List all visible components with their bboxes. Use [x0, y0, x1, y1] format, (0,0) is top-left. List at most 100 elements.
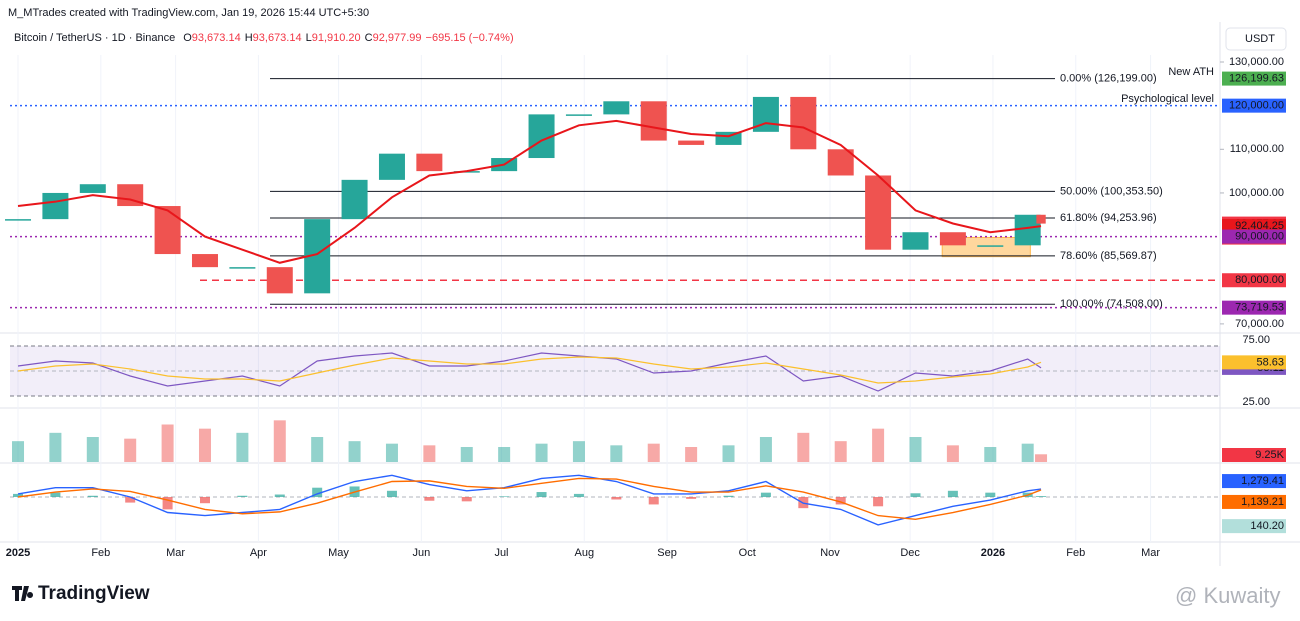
- histogram-bar: [873, 497, 884, 507]
- badge: [1222, 474, 1286, 489]
- candle: [902, 232, 929, 250]
- volume-bar: [49, 432, 62, 462]
- x-tick-label: 2025: [6, 547, 30, 559]
- histogram-bar: [50, 492, 61, 498]
- badge: [1222, 494, 1286, 509]
- ohlc-key: C: [365, 32, 373, 44]
- volume-bar: [12, 441, 25, 462]
- x-tick-label: Oct: [739, 547, 756, 559]
- symbol-line: Bitcoin / TetherUS · 1D · Binance O93,673…: [14, 32, 514, 44]
- volume-bar: [984, 447, 997, 462]
- volume-bar: [161, 424, 174, 462]
- candle: [603, 101, 630, 115]
- volume-bar: [610, 445, 623, 462]
- ohlc-key: H: [245, 32, 253, 44]
- volume-bar: [722, 445, 735, 462]
- histogram-bar: [274, 494, 285, 498]
- volume-bar: [348, 441, 361, 462]
- y-tick-label: 75.00: [1242, 334, 1270, 346]
- volume-bar: [872, 428, 885, 462]
- histogram-bar: [125, 497, 136, 503]
- histogram-bar: [1036, 496, 1047, 498]
- macd-badge: 1,139.21: [1241, 496, 1284, 508]
- x-tick-label: Sep: [657, 547, 677, 559]
- volume-bar: [834, 441, 847, 462]
- candle: [977, 245, 1004, 247]
- fib-label: 50.00% (100,353.50): [1060, 185, 1163, 197]
- histogram-bar: [910, 493, 921, 498]
- badge: [1222, 71, 1286, 86]
- logo: [12, 586, 34, 601]
- volume-bar: [385, 443, 398, 462]
- x-tick-label: Aug: [574, 547, 594, 559]
- candle: [266, 267, 293, 294]
- volume-bar: [86, 437, 99, 462]
- annotation: Psychological level: [1121, 93, 1214, 105]
- macd-line: [17, 474, 1042, 526]
- candle: [640, 101, 667, 141]
- candle: [1014, 214, 1041, 246]
- badge: [1222, 448, 1286, 462]
- histogram-bar: [87, 495, 98, 498]
- volume-bar: [572, 441, 585, 462]
- candle: [678, 140, 705, 145]
- change: −695.15 (−0.74%): [426, 32, 514, 44]
- x-tick-label: Mar: [166, 547, 185, 559]
- volume-badge: 9.25K: [1255, 449, 1284, 461]
- histogram-bar: [312, 487, 323, 498]
- currency-button[interactable]: [1225, 27, 1287, 51]
- y-tick-label: 100,000.00: [1229, 187, 1284, 199]
- brand: TradingView: [38, 583, 150, 604]
- histogram-bar: [13, 493, 24, 498]
- volume-bar: [498, 447, 511, 462]
- candle: [154, 206, 181, 255]
- volume-bar: [423, 445, 436, 462]
- currency[interactable]: USDT: [1245, 33, 1275, 45]
- x-tick-label: Jul: [494, 547, 508, 559]
- candle: [790, 96, 817, 150]
- badge: [1222, 300, 1286, 315]
- y-tick-label: 110,000.00: [1230, 143, 1284, 155]
- candle: [229, 267, 256, 269]
- histogram-bar: [648, 497, 659, 505]
- volume-bar: [311, 437, 324, 462]
- price-badge-label: 92,404.25: [1235, 220, 1284, 232]
- rsi-badge: 58.63: [1256, 356, 1284, 368]
- macd-badge: 1,279.41: [1241, 475, 1284, 487]
- badge: [1222, 229, 1286, 244]
- x-tick-label: Feb: [91, 547, 110, 559]
- symbol: Bitcoin / TetherUS · 1D · Binance: [14, 32, 175, 44]
- volume-bar: [535, 443, 548, 462]
- badge: [1222, 273, 1286, 288]
- x-tick-label: May: [328, 547, 349, 559]
- candle: [341, 179, 368, 220]
- fib-label: 61.80% (94,253.96): [1060, 212, 1157, 224]
- x-tick-label: Jun: [412, 547, 430, 559]
- volume-bar: [759, 437, 772, 462]
- histogram-bar: [461, 497, 472, 502]
- fib-label: 78.60% (85,569.87): [1060, 250, 1157, 262]
- ohlc-value: 93,673.14: [192, 32, 241, 44]
- moving-average: [17, 119, 1042, 264]
- x-tick-label: Nov: [820, 547, 840, 559]
- histogram-bar: [723, 495, 734, 498]
- volume-bar: [1021, 443, 1034, 462]
- candle: [565, 114, 592, 116]
- fib-label: 0.00% (126,199.00): [1060, 72, 1157, 84]
- macd-line: [17, 477, 1042, 521]
- histogram-bar: [386, 490, 397, 498]
- histogram-bar: [199, 497, 210, 504]
- histogram-bar: [835, 497, 846, 505]
- candle: [1036, 214, 1046, 224]
- badge: [1222, 519, 1286, 534]
- ohlc-value: 91,910.20: [312, 32, 361, 44]
- histogram-bar: [686, 497, 697, 499]
- histogram-bar: [499, 496, 510, 498]
- price-badge-label: 73,719.53: [1235, 302, 1284, 314]
- ohlc-key: L: [306, 32, 312, 44]
- y-tick-label: 25.00: [1242, 396, 1270, 408]
- price-badge-label: 120,000.00: [1229, 100, 1284, 112]
- macd-badge: 140.20: [1250, 520, 1284, 532]
- x-tick-label: 2026: [981, 547, 1005, 559]
